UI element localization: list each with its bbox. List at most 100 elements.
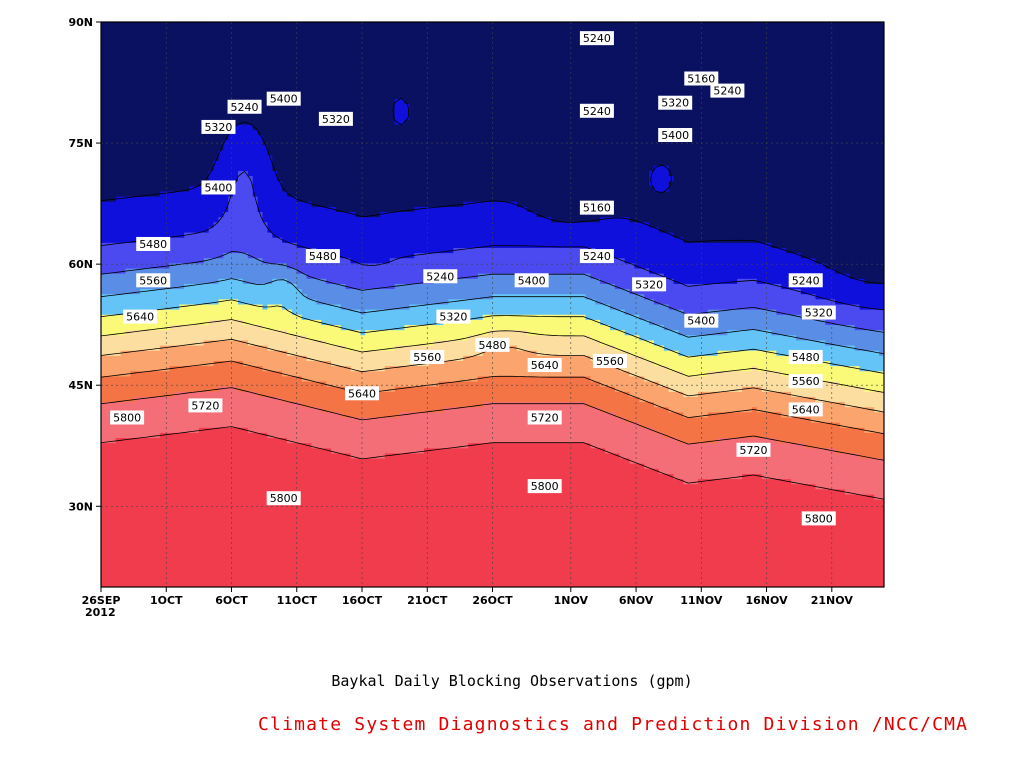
field-cell xyxy=(551,155,557,162)
field-cell xyxy=(140,124,146,131)
field-cell xyxy=(590,119,596,126)
field-cell xyxy=(296,135,303,141)
field-cell xyxy=(404,63,410,69)
field-cell xyxy=(238,73,244,80)
field-cell xyxy=(404,57,410,64)
field-cell xyxy=(839,150,846,157)
field-cell xyxy=(786,145,792,152)
field-cell xyxy=(737,47,743,54)
field-cell xyxy=(291,165,298,172)
field-cell xyxy=(629,68,636,74)
field-cell xyxy=(619,104,626,110)
field-cell xyxy=(448,99,454,105)
field-cell xyxy=(149,42,156,49)
field-cell xyxy=(463,104,469,110)
field-cell xyxy=(428,78,435,85)
field-cell xyxy=(286,176,293,182)
field-cell xyxy=(321,32,327,39)
field-cell xyxy=(438,114,445,121)
field-cell xyxy=(595,52,601,59)
field-cell xyxy=(468,145,474,152)
field-cell xyxy=(477,68,484,74)
field-cell xyxy=(463,83,469,90)
field-cell xyxy=(149,78,156,85)
field-cell xyxy=(869,52,875,59)
field-cell xyxy=(668,114,675,121)
field-cell xyxy=(839,119,846,126)
field-cell xyxy=(247,155,254,162)
field-cell xyxy=(125,114,131,121)
field-cell xyxy=(149,93,156,100)
field-cell xyxy=(428,27,435,33)
field-cell xyxy=(507,32,513,39)
field-cell xyxy=(419,73,425,80)
field-cell xyxy=(331,160,337,167)
field-cell xyxy=(678,42,684,49)
field-cell xyxy=(874,104,880,110)
field-cell xyxy=(751,93,758,100)
field-cell xyxy=(350,78,357,85)
field-cell xyxy=(331,124,337,131)
field-cell xyxy=(653,37,660,44)
field-cell xyxy=(345,170,352,177)
field-cell xyxy=(737,27,743,33)
field-cell xyxy=(737,176,743,182)
field-cell xyxy=(477,78,484,85)
field-cell xyxy=(306,32,313,39)
field-cell xyxy=(365,27,371,33)
field-cell xyxy=(766,176,773,182)
field-cell xyxy=(277,37,283,44)
field-cell xyxy=(193,160,200,167)
field-cell xyxy=(277,104,283,110)
field-cell xyxy=(277,57,283,64)
field-cell xyxy=(140,181,146,187)
field-cell xyxy=(507,57,513,64)
field-cell xyxy=(311,155,317,162)
field-cell xyxy=(291,114,298,121)
field-cell xyxy=(551,78,557,85)
field-cell xyxy=(869,119,875,126)
field-cell xyxy=(213,52,220,59)
field-cell xyxy=(854,99,861,105)
field-cell xyxy=(575,99,582,105)
field-cell xyxy=(110,119,117,126)
field-cell xyxy=(115,129,122,136)
field-cell xyxy=(546,124,552,131)
field-cell xyxy=(874,99,880,105)
field-cell xyxy=(526,73,533,80)
field-cell xyxy=(693,88,699,95)
field-cell xyxy=(629,104,636,110)
field-cell xyxy=(516,165,523,172)
field-cell xyxy=(140,83,146,90)
field-cell xyxy=(463,68,469,74)
field-cell xyxy=(463,63,469,69)
field-cell xyxy=(223,27,229,33)
field-cell xyxy=(605,165,611,172)
field-cell xyxy=(101,47,107,54)
field-cell xyxy=(658,52,665,59)
field-cell xyxy=(565,93,572,100)
field-cell xyxy=(453,109,459,116)
field-cell xyxy=(600,88,606,95)
field-cell xyxy=(458,129,464,136)
field-cell xyxy=(551,170,557,177)
field-cell xyxy=(766,52,773,59)
field-cell xyxy=(639,170,645,177)
field-cell xyxy=(135,83,141,90)
field-cell xyxy=(561,176,567,182)
field-cell xyxy=(512,129,518,136)
field-cell xyxy=(257,83,264,90)
field-cell xyxy=(291,27,298,33)
field-cell xyxy=(154,78,161,85)
field-cell xyxy=(810,129,817,136)
field-cell xyxy=(419,42,425,49)
field-cell xyxy=(331,52,337,59)
field-cell xyxy=(223,93,229,100)
field-cell xyxy=(556,93,562,100)
field-cell xyxy=(193,32,200,39)
field-cell xyxy=(257,181,264,187)
field-cell xyxy=(468,135,474,141)
field-cell xyxy=(839,155,846,162)
field-cell xyxy=(267,150,273,157)
field-cell xyxy=(609,22,616,28)
